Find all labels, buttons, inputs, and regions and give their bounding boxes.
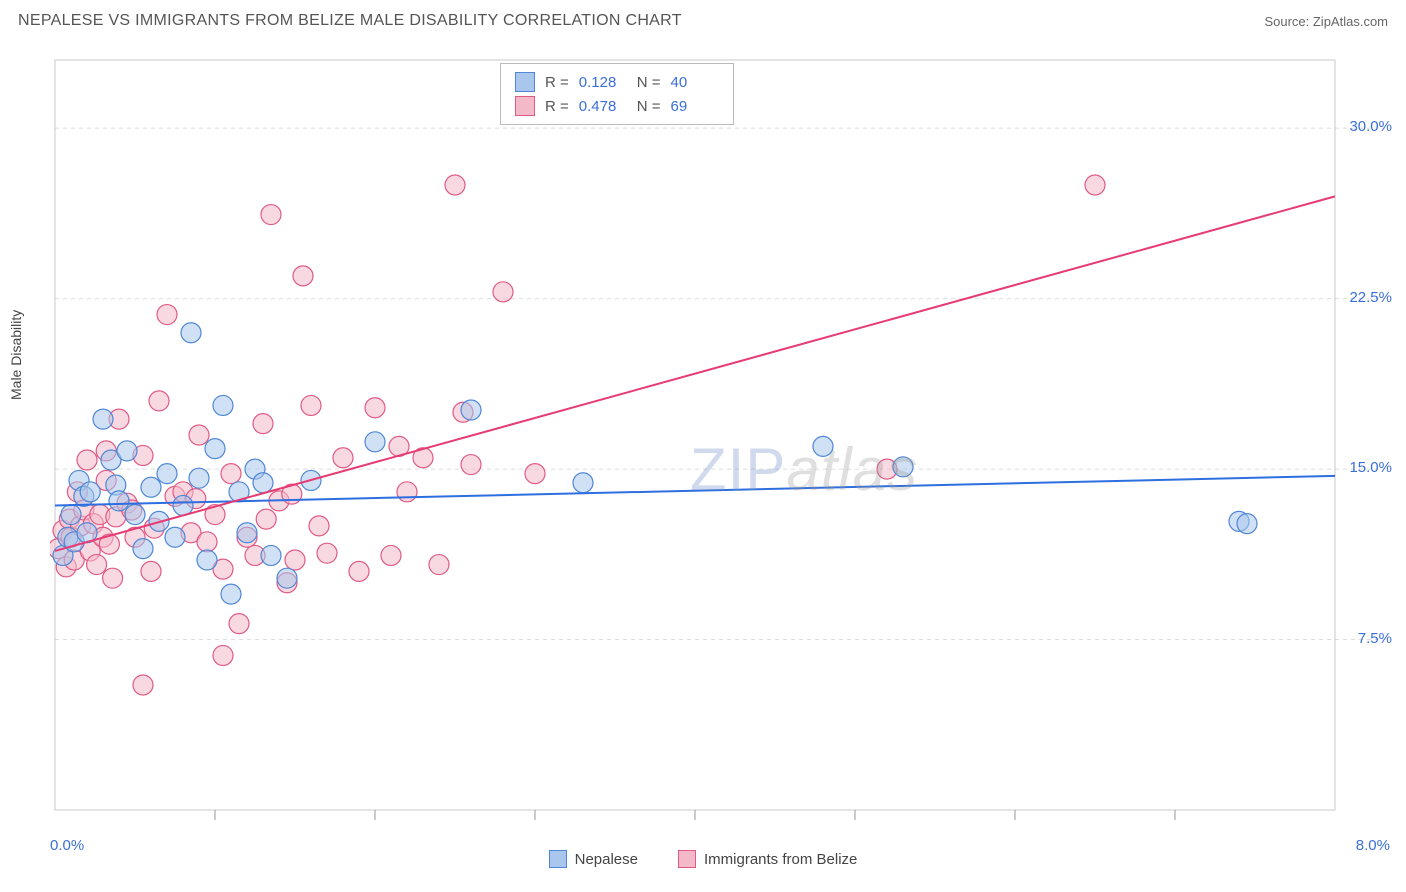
legend-label-nepalese: Nepalese: [575, 851, 638, 868]
r-value-nepalese: 0.128: [579, 74, 627, 91]
y-axis-label: Male Disability: [8, 310, 24, 400]
stats-row-belize: R = 0.478 N = 69: [515, 94, 719, 118]
source-attribution: Source: ZipAtlas.com: [1264, 14, 1388, 29]
chart-area: R = 0.128 N = 40 R = 0.478 N = 69 ZIPatl…: [50, 55, 1390, 835]
stats-legend: R = 0.128 N = 40 R = 0.478 N = 69: [500, 63, 734, 125]
legend-swatch-belize: [678, 850, 696, 868]
y-tick-label: 22.5%: [1349, 289, 1392, 306]
scatter-svg: [50, 55, 1390, 835]
swatch-belize: [515, 96, 535, 116]
legend-label-belize: Immigrants from Belize: [704, 851, 857, 868]
swatch-nepalese: [515, 72, 535, 92]
y-tick-label: 7.5%: [1358, 630, 1392, 647]
chart-title: NEPALESE VS IMMIGRANTS FROM BELIZE MALE …: [18, 12, 682, 30]
stats-row-nepalese: R = 0.128 N = 40: [515, 70, 719, 94]
n-value-nepalese: 40: [671, 74, 719, 91]
y-tick-label: 15.0%: [1349, 459, 1392, 476]
legend-item-belize: Immigrants from Belize: [678, 850, 857, 868]
n-label: N =: [637, 98, 661, 115]
series-legend: Nepalese Immigrants from Belize: [0, 850, 1406, 868]
r-label: R =: [545, 98, 569, 115]
n-value-belize: 69: [671, 98, 719, 115]
n-label: N =: [637, 74, 661, 91]
legend-swatch-nepalese: [549, 850, 567, 868]
r-value-belize: 0.478: [579, 98, 627, 115]
r-label: R =: [545, 74, 569, 91]
y-tick-label: 30.0%: [1349, 118, 1392, 135]
legend-item-nepalese: Nepalese: [549, 850, 638, 868]
